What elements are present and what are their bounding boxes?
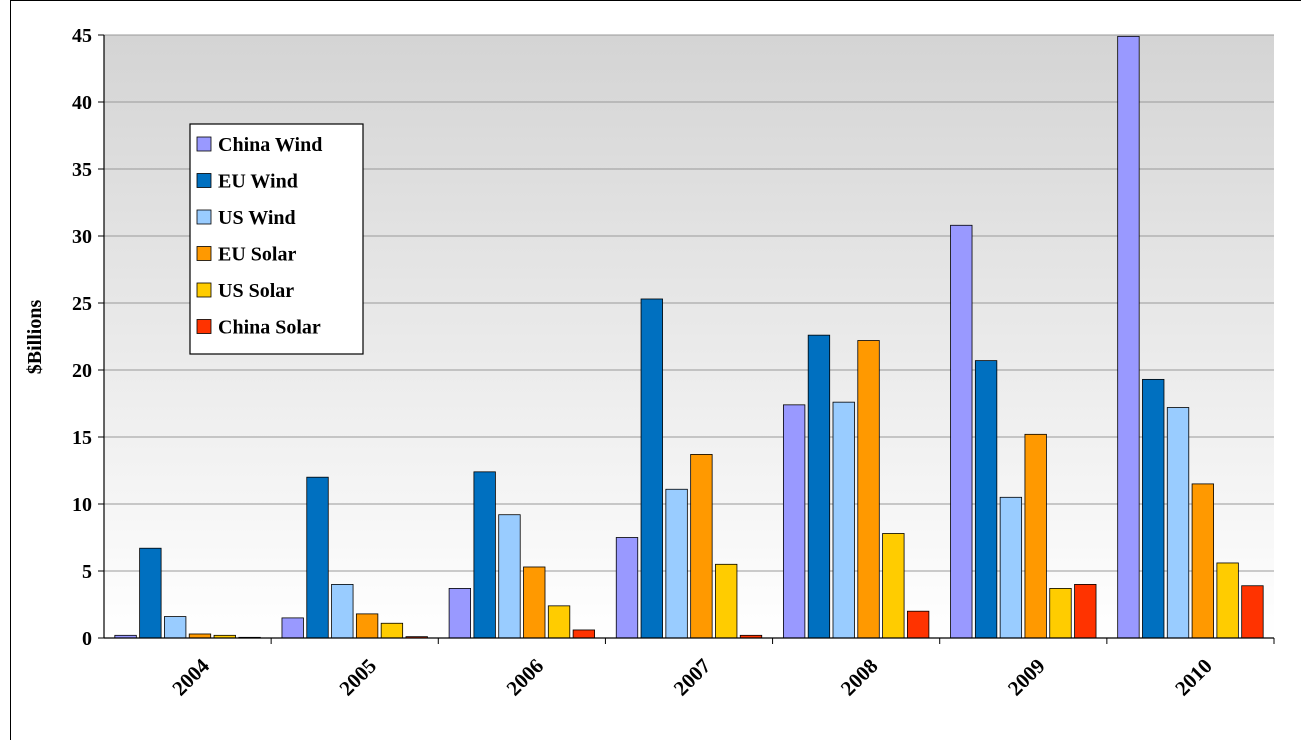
legend-label: EU Solar [218, 244, 296, 266]
bar [1024, 433, 1047, 639]
x-tick-label: 2009 [1003, 654, 1050, 701]
bar [690, 454, 713, 639]
bar [882, 533, 905, 639]
legend-swatch [196, 136, 212, 152]
x-tick-label: 2007 [669, 654, 716, 701]
bar [355, 613, 379, 639]
bar [331, 584, 354, 639]
bar [999, 496, 1023, 639]
y-tick-label: 25 [72, 293, 92, 315]
legend-label: US Solar [218, 280, 294, 302]
y-tick-label: 20 [72, 360, 92, 382]
bar [498, 514, 521, 639]
legend-swatch [196, 173, 212, 188]
y-tick-label: 45 [72, 25, 92, 47]
bar [448, 588, 472, 639]
y-tick-label: 0 [82, 628, 92, 650]
bar [807, 334, 831, 639]
bar [1049, 588, 1072, 639]
y-tick-label: 40 [72, 92, 92, 114]
bar [715, 563, 738, 639]
legend-label: China Wind [218, 134, 322, 156]
y-tick-label: 35 [72, 159, 92, 181]
bar [1142, 378, 1165, 639]
legend-swatch [196, 319, 212, 334]
bar [473, 471, 496, 639]
legend-label: EU Wind [218, 171, 298, 193]
bar [1074, 584, 1097, 639]
bar [1216, 562, 1239, 639]
legend-label: China Solar [218, 317, 321, 339]
bar [164, 616, 187, 639]
bar [188, 633, 212, 639]
bar [1166, 407, 1190, 639]
bar [640, 298, 663, 639]
bar [1117, 35, 1140, 639]
bar [139, 547, 162, 639]
bar [523, 566, 546, 639]
y-tick-label: 15 [72, 427, 92, 449]
bar [832, 401, 855, 639]
y-axis-label: $Billions [24, 300, 46, 375]
bar [665, 488, 688, 639]
bar [306, 476, 329, 639]
x-tick-label: 2005 [334, 654, 381, 701]
bar [906, 610, 930, 639]
legend-label: US Wind [218, 207, 296, 229]
legend-swatch [196, 209, 212, 225]
y-tick-label: 5 [82, 561, 92, 583]
bar [974, 360, 998, 639]
x-tick-label: 2008 [836, 654, 883, 701]
x-tick-label: 2010 [1170, 654, 1217, 701]
bar [281, 617, 304, 639]
bar [615, 537, 639, 639]
x-tick-label: 2006 [502, 654, 549, 701]
bar [572, 629, 596, 639]
y-tick-label: 30 [72, 226, 92, 248]
bar [1241, 585, 1264, 639]
y-tick-label: 10 [72, 494, 92, 516]
legend-swatch [196, 282, 212, 298]
bar [1191, 483, 1214, 639]
bar [950, 224, 973, 639]
bar [547, 605, 571, 639]
x-tick-label: 2004 [167, 653, 214, 700]
bar [782, 404, 806, 639]
bars [114, 35, 1264, 639]
legend: China Wind EU Wind US Wind EU Solar US Solar… [189, 123, 364, 355]
legend-swatch [196, 246, 212, 261]
bar [857, 340, 880, 639]
bar [380, 622, 404, 639]
legend-box [189, 123, 364, 355]
